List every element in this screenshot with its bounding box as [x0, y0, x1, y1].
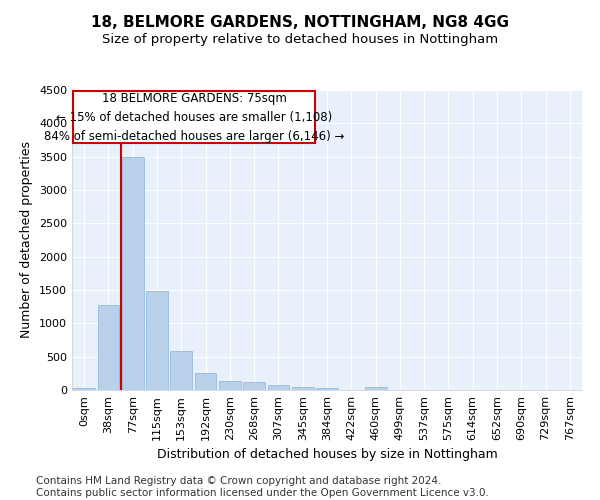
Bar: [268, 385, 289, 390]
Bar: [97, 306, 119, 390]
X-axis label: Distribution of detached houses by size in Nottingham: Distribution of detached houses by size …: [157, 448, 497, 462]
Bar: [292, 386, 314, 390]
Text: 18, BELMORE GARDENS, NOTTINGHAM, NG8 4GG: 18, BELMORE GARDENS, NOTTINGHAM, NG8 4GG: [91, 15, 509, 30]
FancyBboxPatch shape: [73, 92, 315, 144]
Bar: [194, 374, 217, 390]
Y-axis label: Number of detached properties: Number of detached properties: [20, 142, 34, 338]
Bar: [365, 388, 386, 390]
Bar: [316, 388, 338, 390]
Bar: [73, 388, 95, 390]
Bar: [122, 156, 143, 390]
Text: 18 BELMORE GARDENS: 75sqm
← 15% of detached houses are smaller (1,108)
84% of se: 18 BELMORE GARDENS: 75sqm ← 15% of detac…: [44, 92, 344, 143]
Bar: [146, 292, 168, 390]
Bar: [219, 380, 241, 390]
Bar: [243, 382, 265, 390]
Text: Size of property relative to detached houses in Nottingham: Size of property relative to detached ho…: [102, 32, 498, 46]
Text: Contains HM Land Registry data © Crown copyright and database right 2024.
Contai: Contains HM Land Registry data © Crown c…: [36, 476, 489, 498]
Bar: [170, 352, 192, 390]
